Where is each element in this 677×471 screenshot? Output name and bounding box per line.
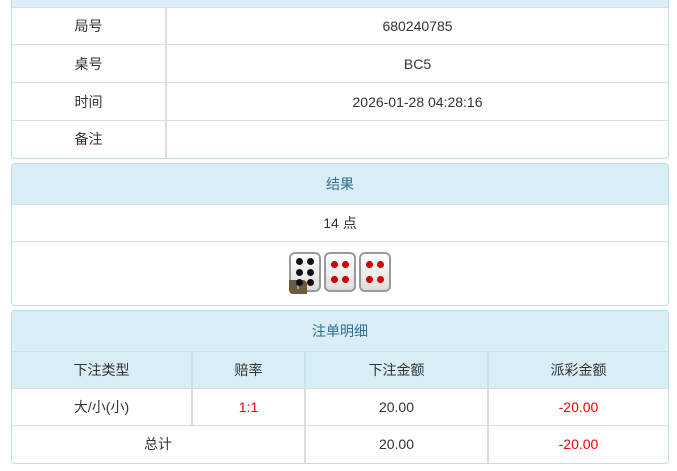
bets-header-row: 下注类型 赔率 下注金额 派彩金额 (12, 351, 668, 389)
result-points: 14 点 (12, 204, 668, 241)
die-3 (359, 252, 391, 292)
table-row: 大/小(小) 1:1 20.00 -20.00 (12, 388, 668, 426)
die-pip (365, 261, 373, 269)
row-round: 局号 680240785 (12, 7, 668, 45)
bet-payout: -20.00 (487, 388, 668, 426)
bets-title: 注单明细 (12, 311, 668, 351)
label: 备注 (12, 120, 166, 158)
die-2 (324, 252, 356, 292)
info-panel: 局号 680240785 桌号 BC5 时间 2026-01-28 04:28:16 … (11, 0, 669, 159)
label: 局号 (12, 7, 166, 45)
value: 2026-01-28 04:28:16 (165, 82, 668, 121)
die-pip (330, 261, 338, 269)
header-odds: 赔率 (191, 351, 305, 389)
bets-panel: 注单明细 下注类型 赔率 下注金额 派彩金额 大/小(小) 1:1 20.00 … (11, 310, 669, 464)
die-1: i (289, 252, 321, 294)
die-pip (307, 268, 315, 276)
row-table: 桌号 BC5 (12, 44, 668, 83)
die-pip (342, 275, 350, 283)
bet-type: 大/小(小) (12, 388, 192, 426)
die-pip (330, 275, 338, 283)
value: BC5 (165, 44, 668, 83)
bets-table: 下注类型 赔率 下注金额 派彩金额 大/小(小) 1:1 20.00 -20.0… (12, 351, 668, 463)
header-type: 下注类型 (12, 351, 192, 389)
die-pip (377, 275, 385, 283)
info-header (12, 0, 668, 7)
total-label: 总计 (12, 425, 305, 463)
total-amount: 20.00 (304, 425, 488, 463)
info-table: 局号 680240785 桌号 BC5 时间 2026-01-28 04:28:16 … (12, 7, 668, 158)
label: 桌号 (12, 44, 166, 83)
value (165, 120, 668, 158)
die-pip (307, 278, 315, 286)
bet-odds: 1:1 (191, 388, 305, 426)
die-pip (342, 261, 350, 269)
bet-amount: 20.00 (304, 388, 488, 426)
row-time: 时间 2026-01-28 04:28:16 (12, 82, 668, 121)
header-payout: 派彩金额 (487, 351, 668, 389)
die-pip (377, 261, 385, 269)
total-row: 总计 20.00 -20.00 (12, 425, 668, 463)
die-pip (307, 258, 315, 266)
label: 时间 (12, 82, 166, 121)
die-pip (295, 258, 303, 266)
header-amount: 下注金额 (304, 351, 488, 389)
die-pip (295, 268, 303, 276)
dice-row: i (12, 241, 668, 305)
result-title: 结果 (12, 164, 668, 204)
row-remark: 备注 (12, 120, 668, 158)
die-pip (295, 278, 303, 286)
value: 680240785 (165, 7, 668, 45)
result-panel: 结果 14 点 i (11, 163, 669, 306)
total-payout: -20.00 (487, 425, 668, 463)
die-pip (365, 275, 373, 283)
